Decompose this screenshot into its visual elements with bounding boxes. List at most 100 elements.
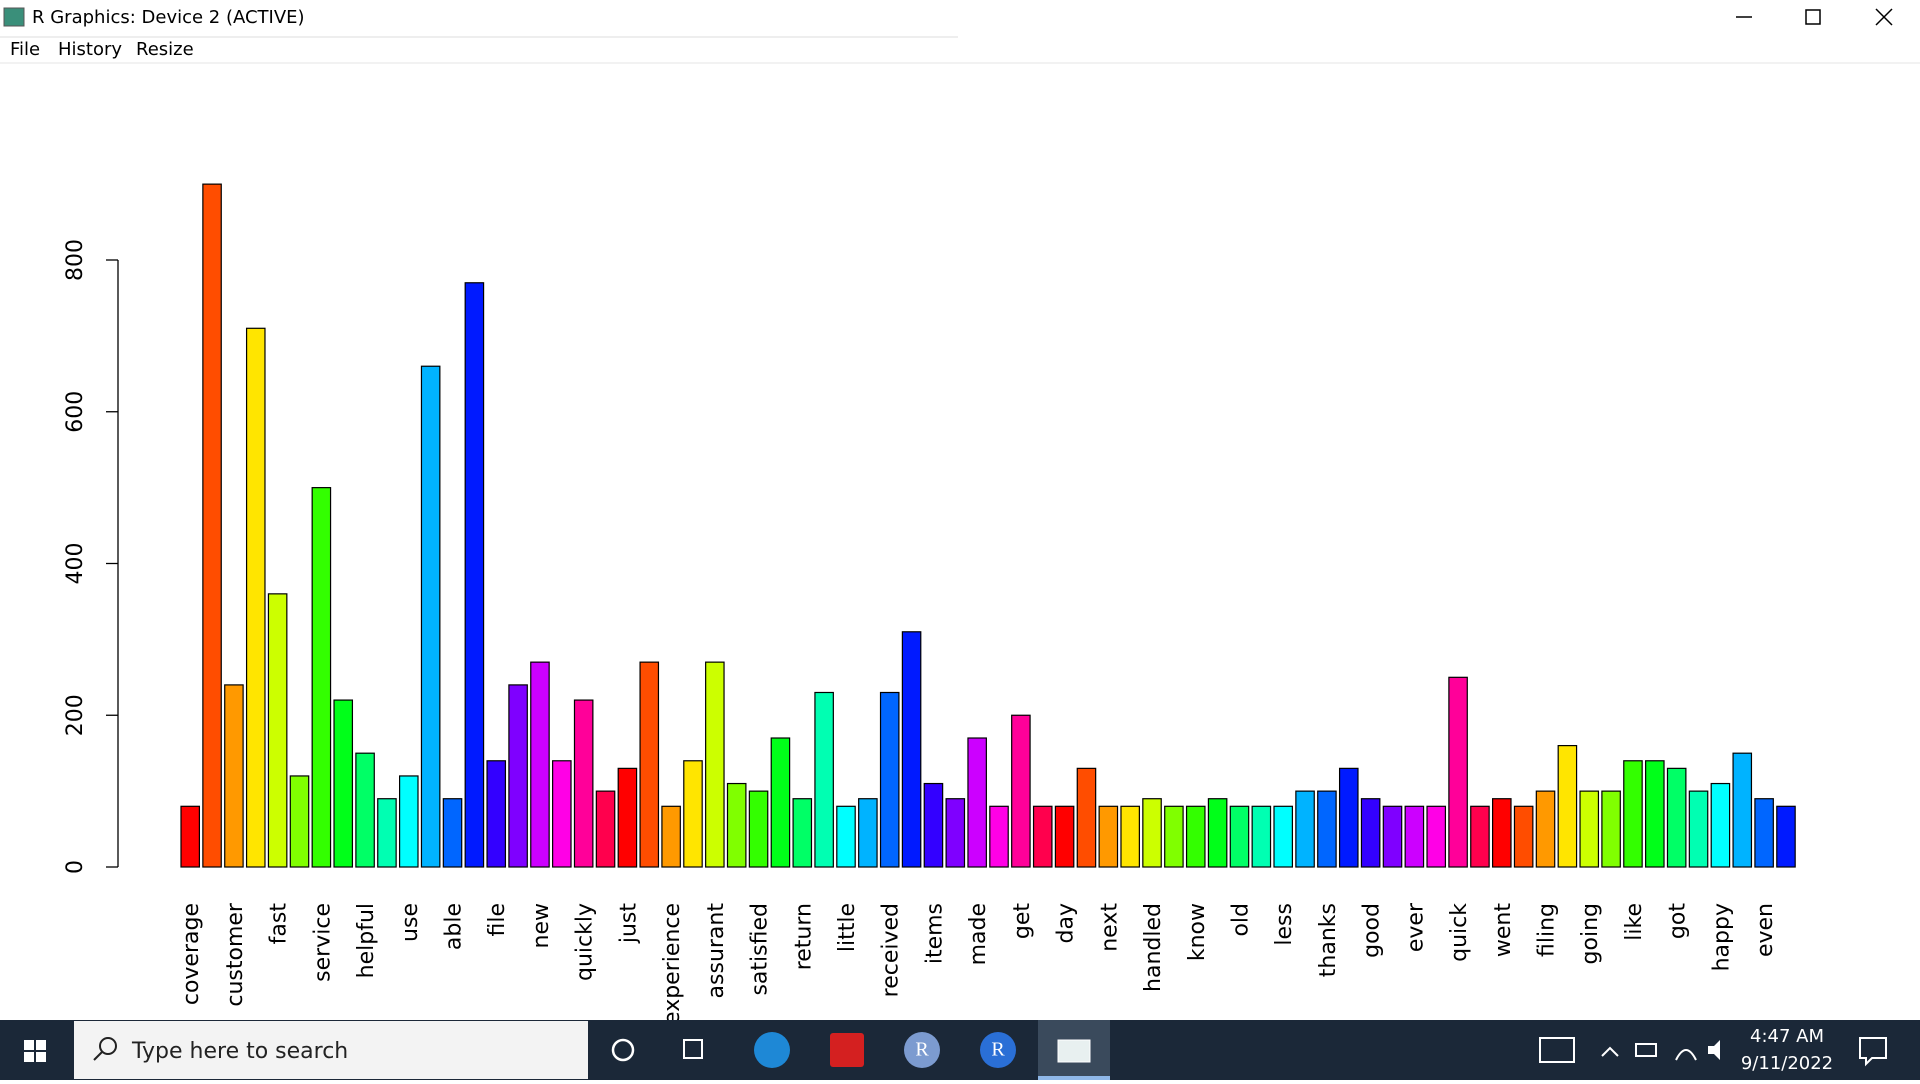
bar	[923, 782, 944, 868]
x-tick-label: coverage	[179, 903, 204, 1005]
bar	[639, 661, 660, 868]
x-tick-label: got	[1666, 903, 1691, 939]
x-tick-label: fast	[267, 903, 292, 945]
close[interactable]	[1875, 8, 1893, 26]
menu-item[interactable]: History	[58, 39, 122, 60]
x-tick-label: even	[1753, 903, 1778, 957]
r-icon-label: R	[991, 1039, 1005, 1061]
bar	[858, 798, 878, 868]
bar	[945, 798, 966, 868]
bar	[486, 760, 507, 868]
bar	[1710, 782, 1731, 868]
bar	[1076, 767, 1097, 868]
bar	[1229, 805, 1250, 868]
search-icon	[99, 1037, 117, 1055]
x-tick-label: little	[835, 903, 860, 952]
window-title: R Graphics: Device 2 (ACTIVE)	[32, 7, 305, 28]
x-tick-label: day	[1054, 903, 1079, 943]
bar	[508, 684, 528, 868]
bar	[617, 767, 638, 868]
bar	[1623, 760, 1643, 868]
x-tick-label: experience	[660, 903, 685, 1025]
x-tick-label: going	[1578, 903, 1603, 964]
cortana[interactable]	[611, 1038, 635, 1062]
bar	[1601, 790, 1621, 868]
notifications[interactable]	[1859, 1037, 1887, 1067]
r-icon[interactable]	[980, 1032, 1016, 1068]
bar	[1688, 790, 1709, 868]
bar	[1142, 798, 1162, 868]
bar	[180, 805, 200, 868]
bar	[1426, 805, 1447, 868]
search-placeholder[interactable]: Type here to search	[131, 1039, 348, 1064]
bar	[1120, 805, 1140, 868]
bar	[267, 593, 288, 868]
bar	[989, 805, 1009, 868]
x-tick-label: filing	[1535, 903, 1560, 957]
volume-icon[interactable]	[1708, 1040, 1720, 1060]
task-view[interactable]	[683, 1039, 703, 1059]
x-tick-label: service	[310, 903, 335, 982]
bar	[311, 487, 332, 868]
y-tick-label: 200	[63, 694, 88, 736]
bar	[1011, 714, 1031, 868]
bar	[814, 691, 834, 868]
x-tick-label: ever	[1403, 902, 1428, 952]
restore[interactable]	[1805, 9, 1821, 25]
news-icon[interactable]	[1539, 1037, 1575, 1063]
x-tick-label: made	[966, 903, 991, 965]
bar	[1448, 676, 1468, 868]
bar	[420, 365, 441, 868]
search-icon	[93, 1051, 103, 1061]
bar	[1382, 805, 1403, 868]
bar	[1732, 752, 1753, 868]
edge-icon[interactable]	[754, 1032, 790, 1068]
bar	[1054, 805, 1075, 868]
bar	[1776, 805, 1796, 868]
start-button[interactable]	[24, 1040, 46, 1062]
battery-icon[interactable]	[1635, 1043, 1657, 1057]
menu-item[interactable]: Resize	[136, 39, 194, 60]
bar	[1032, 805, 1053, 868]
bar	[1317, 790, 1337, 868]
bar	[1404, 805, 1425, 868]
y-tick-label: 600	[63, 391, 88, 433]
x-tick-label: items	[922, 903, 947, 964]
menu-item[interactable]: File	[10, 39, 40, 60]
r-icon[interactable]	[904, 1032, 940, 1068]
acrobat-icon[interactable]	[830, 1033, 864, 1067]
bar	[245, 327, 266, 868]
bar	[1470, 805, 1490, 868]
x-tick-label: thanks	[1316, 903, 1341, 977]
x-tick-label: new	[529, 903, 554, 948]
x-tick-label: get	[1010, 903, 1035, 940]
bar	[705, 661, 725, 868]
x-tick-label: use	[398, 903, 423, 942]
bar	[1185, 805, 1206, 868]
x-tick-label: file	[485, 903, 510, 937]
x-tick-label: assurant	[704, 903, 729, 999]
clock-time[interactable]: 4:47 AM	[1750, 1026, 1824, 1047]
x-tick-label: handled	[1141, 903, 1166, 992]
active-indicator	[1038, 1076, 1110, 1080]
y-tick-label: 0	[63, 860, 88, 874]
x-tick-label: old	[1228, 903, 1253, 937]
x-tick-label: less	[1272, 903, 1297, 946]
clock-date[interactable]: 9/11/2022	[1741, 1053, 1833, 1074]
tray-chevron[interactable]	[1601, 1046, 1619, 1057]
bar	[202, 183, 222, 868]
x-tick-label: return	[791, 903, 816, 970]
x-tick-label: just	[616, 903, 641, 945]
bar	[792, 798, 813, 868]
bar	[1273, 805, 1293, 868]
search-box[interactable]	[74, 1021, 588, 1079]
x-tick-label: quickly	[573, 903, 598, 981]
x-tick-label: know	[1185, 903, 1210, 961]
plot: 0 200 400 600 800 coverage customer fast service…	[63, 183, 1796, 1025]
wifi-icon[interactable]	[1675, 1049, 1697, 1061]
bar	[573, 699, 594, 868]
x-tick-label: received	[879, 903, 904, 997]
x-tick-label: good	[1360, 903, 1385, 958]
x-tick-label: able	[442, 903, 467, 950]
